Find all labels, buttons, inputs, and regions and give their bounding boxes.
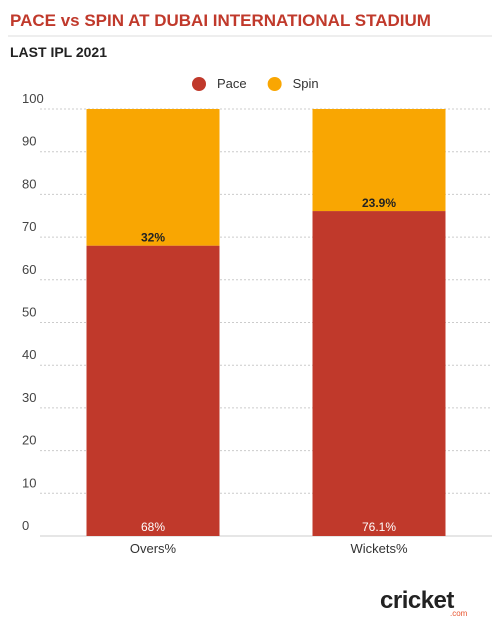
- y-tick-label: 70: [22, 219, 36, 234]
- data-label: 76.1%: [362, 520, 396, 534]
- legend-label: Pace: [217, 76, 247, 91]
- chart-title: PACE vs SPIN AT DUBAI INTERNATIONAL STAD…: [10, 11, 431, 30]
- y-tick-label: 90: [22, 134, 36, 149]
- y-tick-label: 100: [22, 91, 44, 106]
- legend-label: Spin: [293, 76, 319, 91]
- y-tick-label: 50: [22, 305, 36, 320]
- bar-segment: [312, 109, 446, 212]
- data-label: 32%: [141, 231, 165, 245]
- legend-swatch: [267, 77, 282, 91]
- legend-swatch: [192, 77, 206, 91]
- chart-subtitle: LAST IPL 2021: [10, 44, 107, 60]
- y-tick-label: 40: [22, 347, 36, 362]
- bar-segment: [312, 211, 446, 537]
- data-label: 23.9%: [362, 196, 396, 210]
- logo: cricket: [380, 587, 454, 614]
- bar-segment: [86, 245, 220, 536]
- x-tick-label: Overs%: [130, 541, 177, 556]
- y-tick-label: 0: [22, 518, 29, 533]
- y-tick-label: 60: [22, 262, 36, 277]
- bar-segment: [86, 109, 220, 246]
- logo-suffix: .com: [450, 609, 468, 618]
- y-tick-label: 30: [22, 390, 36, 405]
- data-label: 68%: [141, 520, 165, 534]
- y-tick-label: 10: [22, 475, 36, 490]
- y-tick-label: 20: [22, 433, 36, 448]
- y-tick-label: 80: [22, 176, 36, 191]
- x-tick-label: Wickets%: [350, 541, 408, 556]
